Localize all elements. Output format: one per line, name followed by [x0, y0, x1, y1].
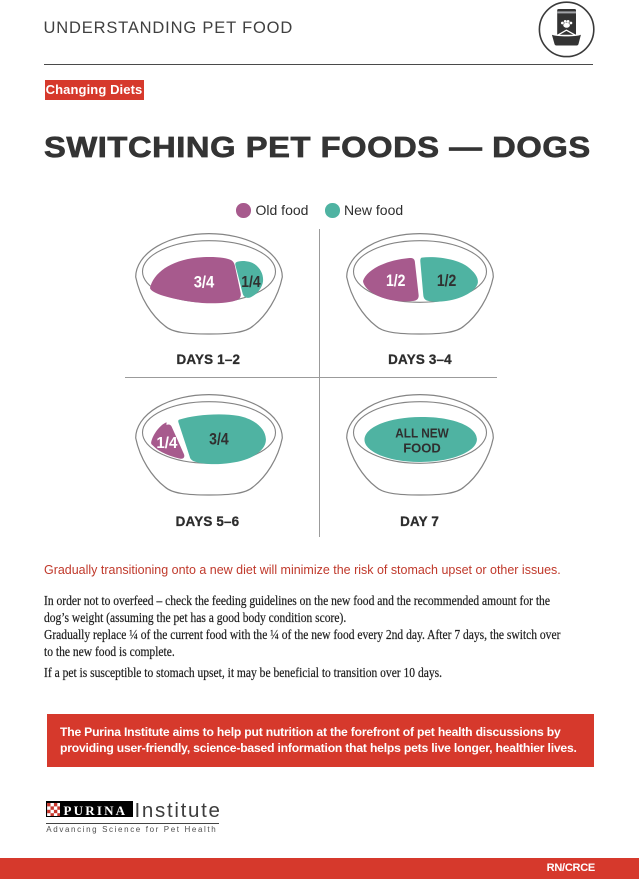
svg-text:3/4: 3/4 — [193, 273, 214, 291]
svg-text:1/4: 1/4 — [156, 434, 177, 451]
svg-text:ALL NEW: ALL NEW — [395, 425, 449, 440]
svg-text:FOOD: FOOD — [403, 440, 441, 455]
svg-text:1/2: 1/2 — [386, 271, 406, 289]
svg-text:3/4: 3/4 — [209, 430, 229, 448]
svg-text:1/2: 1/2 — [437, 271, 457, 289]
svg-text:1/4: 1/4 — [241, 274, 261, 291]
